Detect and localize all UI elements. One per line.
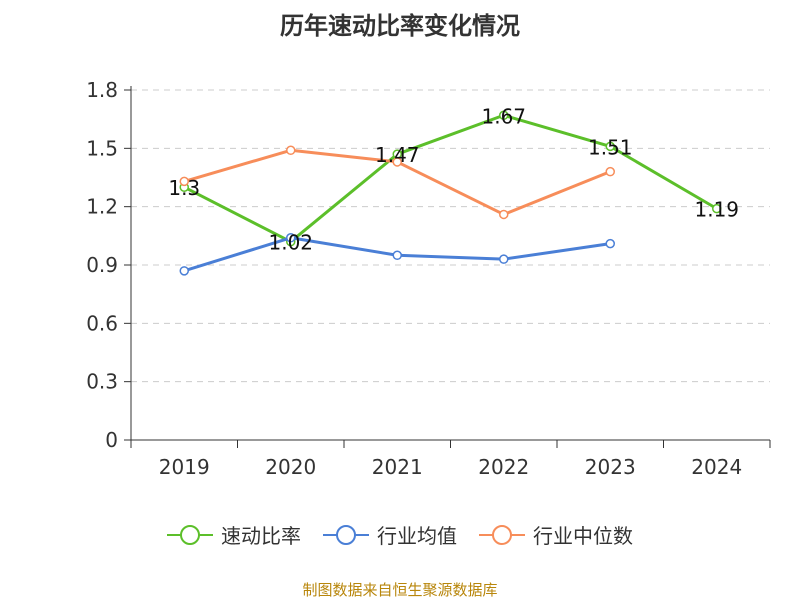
data-point-1 <box>179 266 189 276</box>
data-label: 1.51 <box>588 135 633 159</box>
data-point-1 <box>499 254 509 264</box>
chart-title: 历年速动比率变化情况 <box>280 12 520 40</box>
y-tick-label: 0.6 <box>86 311 118 335</box>
data-label: 1.47 <box>375 143 420 167</box>
x-tick-label: 2019 <box>159 455 210 479</box>
legend-swatch-industry-mean <box>323 524 369 545</box>
y-tick-label: 0.9 <box>86 253 118 277</box>
data-point-0 <box>605 141 615 152</box>
series-line-0 <box>183 113 718 244</box>
x-tick-label: 2024 <box>691 455 742 479</box>
data-label: 1.3 <box>168 176 200 200</box>
y-tick-label: 1.8 <box>86 78 118 102</box>
legend-swatch-quick-ratio <box>167 524 213 545</box>
x-tick-label: 2020 <box>265 455 316 479</box>
legend-item-industry-mean[interactable]: 行业均值 <box>323 520 457 549</box>
data-point-2 <box>179 176 189 187</box>
x-tick-label: 2022 <box>478 455 529 479</box>
legend-label: 行业均值 <box>377 524 457 548</box>
data-point-1 <box>286 233 296 243</box>
data-label: 1.19 <box>694 198 739 222</box>
legend-item-quick-ratio[interactable]: 速动比率 <box>167 520 301 549</box>
x-tick-label: 2021 <box>372 455 423 479</box>
data-point-1 <box>392 250 402 261</box>
data-point-0 <box>499 110 509 121</box>
legend-item-industry-median[interactable]: 行业中位数 <box>479 520 633 549</box>
data-point-2 <box>499 209 509 220</box>
data-label: 1.67 <box>481 104 526 128</box>
data-point-2 <box>392 157 402 167</box>
legend-label: 行业中位数 <box>533 524 633 548</box>
legend-swatch-industry-median <box>479 524 525 545</box>
y-tick-label: 0.3 <box>86 370 118 394</box>
legend-label: 速动比率 <box>221 524 301 548</box>
y-tick-label: 1.5 <box>86 136 118 160</box>
data-source-note: 制图数据来自恒生聚源数据库 <box>302 581 498 599</box>
data-point-2 <box>605 166 615 177</box>
data-point-0 <box>712 203 722 214</box>
x-tick-label: 2023 <box>585 455 636 479</box>
y-tick-label: 1.2 <box>86 195 118 219</box>
data-point-2 <box>286 145 296 156</box>
data-label: 1.02 <box>268 231 313 255</box>
legend: 速动比率 行业均值 行业中位数 <box>0 520 800 549</box>
data-point-1 <box>605 238 615 249</box>
y-tick-label: 0 <box>105 428 118 452</box>
